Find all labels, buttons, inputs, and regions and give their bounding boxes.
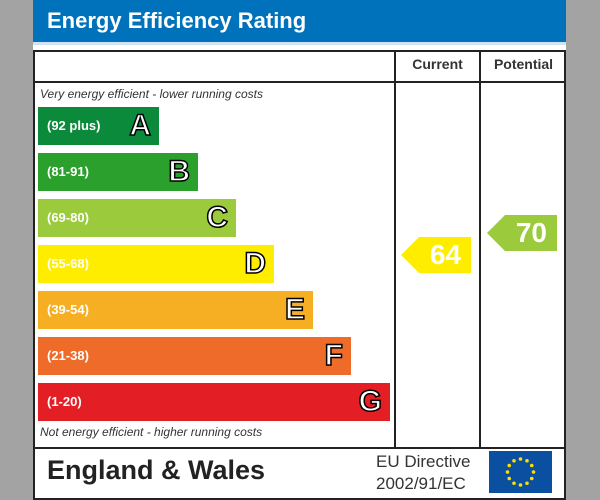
band-d: (55-68) D — [38, 245, 274, 283]
band-f: (21-38) F — [38, 337, 351, 375]
eu-star — [529, 463, 534, 468]
band-letter: E — [284, 292, 306, 327]
band-range: (1-20) — [47, 394, 82, 409]
eu-directive-number: 2002/91/EC — [376, 474, 466, 493]
eu-directive-label: EU Directive — [376, 452, 471, 471]
band-range: (92 plus) — [47, 118, 101, 133]
current-header: Current — [412, 56, 463, 72]
bottom-note: Not energy efficient - higher running co… — [40, 425, 263, 439]
eu-star — [518, 483, 523, 487]
top-note: Very energy efficient - lower running co… — [40, 87, 263, 101]
eu-star — [531, 470, 536, 474]
band-letter: G — [358, 384, 383, 419]
band-c: (69-80) C — [38, 199, 236, 237]
band-a: (92 plus) A — [38, 107, 159, 145]
eu-flag-icon — [489, 451, 552, 493]
band-range: (39-54) — [47, 302, 89, 317]
band-g: (1-20) G — [38, 383, 390, 421]
band-range: (81-91) — [47, 164, 89, 179]
eu-star — [512, 481, 516, 486]
eu-star — [529, 476, 534, 481]
band-b: (81-91) B — [38, 153, 198, 191]
eu-star — [507, 463, 512, 468]
country-label: England & Wales — [47, 455, 266, 485]
eu-star — [512, 458, 516, 463]
band-range: (55-68) — [47, 256, 89, 271]
band-e: (39-54) E — [38, 291, 313, 329]
potential-rating-value: 70 — [515, 217, 547, 248]
title-bar: Energy Efficiency Rating — [33, 0, 566, 45]
column-divider — [394, 50, 396, 449]
band-letter: C — [206, 200, 229, 235]
footer — [33, 447, 566, 500]
band-letter: F — [324, 338, 344, 373]
page-title: Energy Efficiency Rating — [47, 8, 307, 33]
current-rating-value: 64 — [429, 239, 461, 270]
band-range: (69-80) — [47, 210, 89, 225]
band-letter: B — [168, 154, 191, 189]
header-divider — [33, 81, 566, 83]
eu-star — [505, 470, 510, 474]
band-letter: A — [129, 108, 152, 143]
eu-star — [525, 481, 529, 486]
band-letter: D — [244, 246, 267, 281]
band-range: (21-38) — [47, 348, 89, 363]
eu-star — [518, 457, 523, 461]
column-divider — [479, 50, 481, 449]
potential-header: Potential — [493, 56, 554, 72]
eu-star — [525, 458, 529, 463]
eu-star — [507, 476, 512, 481]
